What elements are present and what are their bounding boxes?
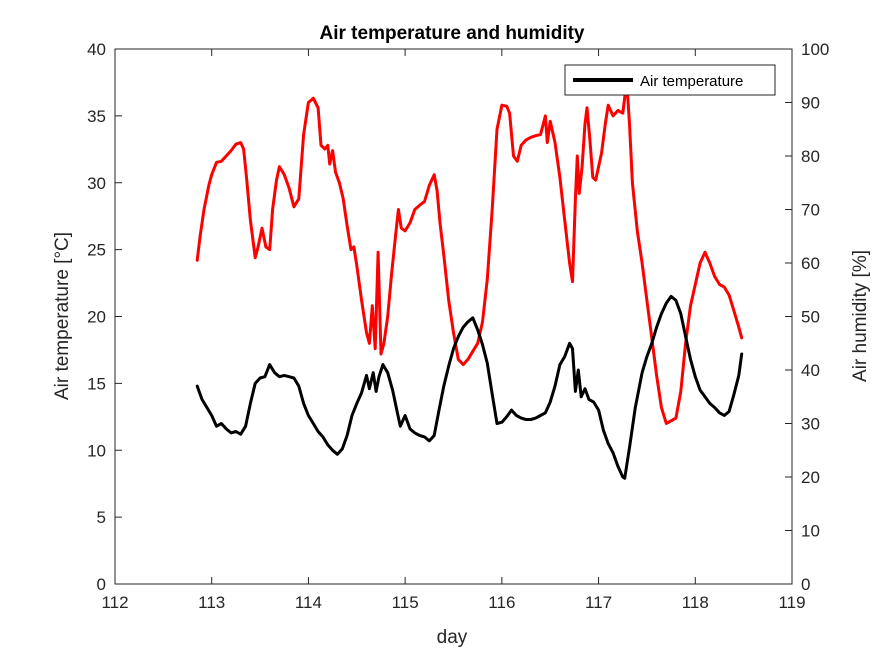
y-right-tick-label: 20 [801, 468, 820, 487]
x-axis-label: day [437, 627, 468, 648]
x-axis: 112 113 114 115 116 117 118 119 [101, 49, 806, 612]
x-tick-label: 117 [585, 593, 612, 612]
y-right-tick-label: 50 [801, 308, 820, 327]
y-right-tick-label: 10 [801, 522, 820, 541]
y-left-tick-label: 30 [87, 174, 106, 193]
y-left-tick-label: 25 [87, 241, 106, 260]
y-right-tick-label: 80 [801, 147, 820, 166]
legend: Air temperature [564, 64, 776, 96]
x-tick-label: 116 [488, 593, 515, 612]
y-left-tick-label: 5 [97, 508, 106, 527]
y-left-tick-label: 40 [87, 40, 106, 59]
x-tick-label: 118 [682, 593, 709, 612]
series-line-air-temperature [195, 294, 744, 480]
y-right-tick-label: 90 [801, 94, 820, 113]
x-tick-label: 113 [198, 593, 225, 612]
x-tick-label: 112 [101, 593, 128, 612]
y-right-tick-label: 70 [801, 201, 820, 220]
y-left-tick-label: 35 [87, 107, 106, 126]
y-left-tick-label: 10 [87, 441, 106, 460]
left-y-axis: 0 5 10 15 20 25 30 35 40 [87, 40, 122, 594]
y-right-tick-label: 30 [801, 415, 820, 434]
right-y-axis: 0 10 20 30 40 50 60 70 80 90 100 [785, 40, 829, 594]
right-y-axis-label: Air humidity [%] [850, 250, 871, 382]
y-right-tick-label: 0 [801, 575, 810, 594]
y-left-tick-label: 15 [87, 374, 106, 393]
y-left-tick-label: 20 [87, 308, 106, 327]
legend-entry-air-temperature: Air temperature [640, 73, 743, 90]
left-y-axis-label: Air temperature [°C] [52, 232, 73, 400]
chart-title: Air temperature and humidity [320, 23, 585, 44]
y-right-tick-label: 100 [801, 40, 829, 59]
x-tick-label: 119 [778, 593, 805, 612]
y-left-tick-label: 0 [97, 575, 106, 594]
y-right-tick-label: 60 [801, 254, 820, 273]
y-right-tick-label: 40 [801, 361, 820, 380]
x-tick-label: 115 [392, 593, 419, 612]
series-line-air-humidity [195, 87, 744, 425]
x-tick-label: 114 [295, 593, 322, 612]
plot-area [195, 87, 744, 480]
